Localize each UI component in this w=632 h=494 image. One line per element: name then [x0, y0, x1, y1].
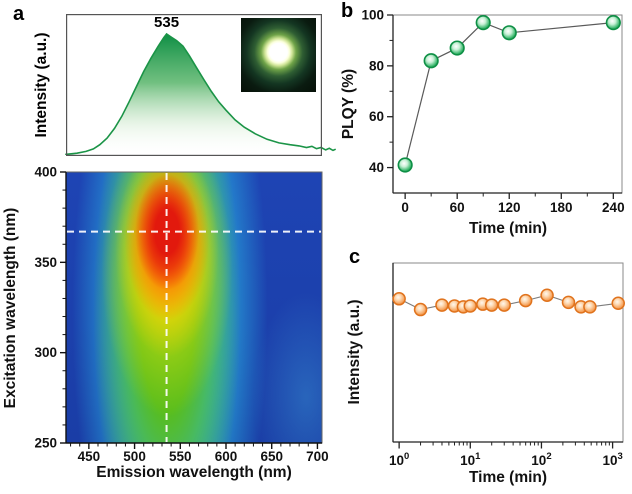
- tick-label: 650: [260, 449, 283, 464]
- data-point-marker: [605, 15, 621, 31]
- panel-c-label: c: [349, 246, 361, 268]
- tick-label: 120: [498, 200, 521, 215]
- map-crosshair: [67, 173, 321, 442]
- plot-frame: [392, 262, 624, 443]
- tick-label: 450: [78, 449, 101, 464]
- excitation-emission-map: [66, 172, 322, 443]
- tick-label: 500: [123, 449, 146, 464]
- map-ylabel: Excitation wavelength (nm): [2, 208, 19, 409]
- data-point-marker: [463, 299, 478, 313]
- plqy-chart: PLQY (%) Time (min) 40 60 80 100 0 60 120 180 24…: [340, 8, 625, 238]
- emission-spectrum-panel: 535: [65, 14, 337, 157]
- tick-label: 100: [389, 451, 409, 468]
- data-point-marker: [611, 296, 625, 311]
- tick-label: 250: [34, 436, 57, 451]
- tick-label: 550: [169, 449, 192, 464]
- data-point-marker: [397, 157, 413, 173]
- excitation-emission-map-axes: Excitation wavelength (nm) Emission wave…: [2, 165, 329, 482]
- data-point-marker: [413, 302, 428, 317]
- map-xlabel: Emission wavelength (nm): [96, 464, 292, 481]
- tick-label: 102: [531, 451, 551, 468]
- data-point-marker: [423, 53, 439, 69]
- data-point-marker: [518, 293, 533, 308]
- tick-label: 600: [215, 449, 238, 464]
- data-point-marker: [497, 298, 511, 312]
- data-line: [404, 21, 614, 166]
- tick-label: 300: [34, 345, 57, 360]
- data-point-marker: [583, 300, 597, 314]
- tick-label: 60: [369, 109, 384, 124]
- tick-label: 180: [550, 200, 573, 215]
- luminescence-photo-inset: [241, 18, 316, 92]
- map-frame: [65, 171, 323, 444]
- emission-spectrum-chart: [65, 14, 337, 157]
- data-point-marker: [501, 25, 517, 41]
- axis-ticks: [398, 442, 614, 449]
- map-ticks: [60, 171, 319, 449]
- axis-ticks: [387, 14, 614, 199]
- tick-label: 100: [361, 8, 384, 23]
- spectrum-frame: [66, 14, 323, 157]
- tick-label: 101: [460, 451, 481, 468]
- data-point-marker: [484, 298, 499, 312]
- tick-label: 40: [369, 160, 384, 175]
- plqy-ylabel: PLQY (%): [340, 69, 357, 139]
- stability-chart: Intensity (a.u.) Time (min) 100 101 102 103: [346, 262, 625, 486]
- panel-b-label: b: [341, 0, 354, 22]
- plot-frame: [392, 14, 623, 194]
- data-point-marker: [475, 15, 491, 31]
- tick-label: 400: [34, 165, 57, 180]
- data-point-marker: [435, 298, 449, 312]
- tick-label: 700: [306, 449, 329, 464]
- spectrum-area: [66, 34, 336, 155]
- data-point-marker: [561, 295, 576, 310]
- plqy-xlabel: Time (min): [469, 220, 547, 237]
- data-point-marker: [392, 292, 406, 306]
- tick-label: 240: [602, 200, 625, 215]
- tick-label: 0: [401, 200, 409, 215]
- data-point-marker: [540, 288, 554, 302]
- tick-label: 350: [34, 255, 57, 270]
- data-point-marker: [449, 40, 465, 56]
- tick-label: 80: [369, 58, 384, 73]
- spectrum-ylabel: Intensity (a.u.): [33, 32, 50, 138]
- panel-a-label: a: [13, 3, 25, 25]
- tick-label: 103: [602, 451, 622, 468]
- tick-label: 60: [450, 200, 465, 215]
- spectrum-line: [65, 32, 337, 156]
- stability-ylabel: Intensity (a.u.): [346, 299, 363, 404]
- stability-xlabel: Time (min): [469, 469, 547, 486]
- peak-wavelength-label: 535: [154, 14, 180, 31]
